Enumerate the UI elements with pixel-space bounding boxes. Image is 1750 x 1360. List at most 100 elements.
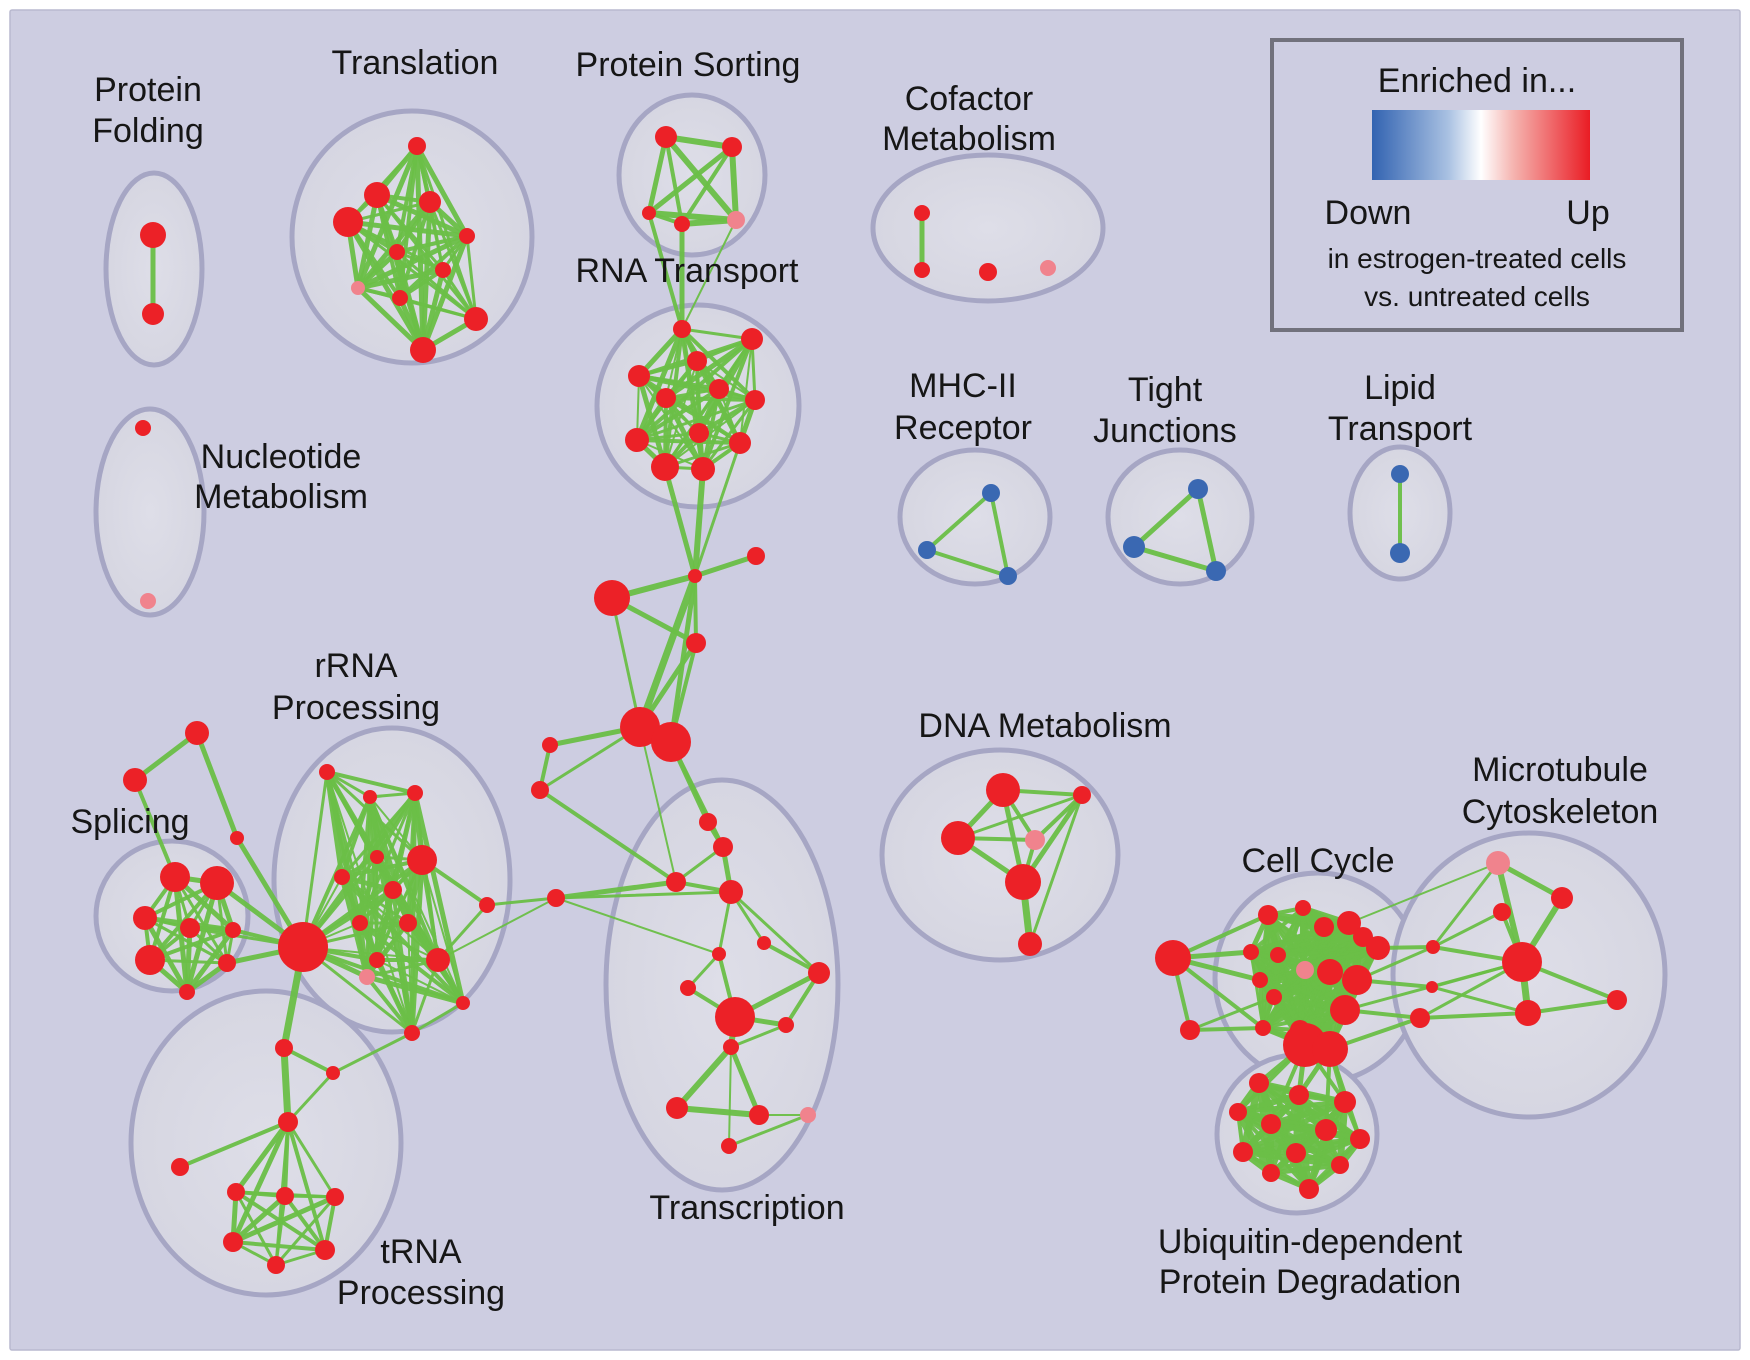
gene-set-node-rt [687,351,707,371]
gene-set-node-rt [709,379,729,399]
edge-tn [230,1193,288,1245]
edge-tn [231,1240,327,1252]
edge-mhc [925,491,993,552]
gene-set-node-ub [1261,1114,1281,1134]
cluster-label-spl: Splicing [70,803,189,841]
gene-set-node-spl [225,922,241,938]
gene-set-node-ub [1233,1142,1253,1162]
edge-trans [395,234,469,254]
legend-down-label: Down [1325,194,1412,232]
cluster-label-dna: DNA Metabolism [918,707,1171,745]
edge-mt [1430,985,1530,1015]
gene-set-node-tr [749,1105,769,1125]
edge-tr [553,879,679,901]
gene-set-node-mt [1410,1008,1430,1028]
edge-tj [1131,544,1219,574]
edge-tr [674,1044,734,1111]
cluster-label-rr: Processing [272,689,440,727]
gene-set-node-mt [1426,981,1438,993]
gene-set-node-ch [594,580,630,616]
edge-link [1188,995,1276,1032]
cluster-ellipse-tj [1105,447,1255,587]
gene-set-node-br [479,897,495,913]
gene-set-node-tr [680,980,696,996]
gene-set-node-ub [1229,1103,1247,1121]
gene-set-node-rr [370,850,384,864]
edge-trans [428,200,478,321]
gene-set-node-ub [1315,1119,1337,1141]
edge-tri [194,730,240,841]
edge-trans [345,219,470,239]
gene-set-node-cc [1337,911,1361,935]
gene-set-node-rt [689,423,709,443]
edge-tn [286,1120,327,1252]
edge-tri [132,730,200,783]
gene-set-node-rt [729,432,751,454]
gene-set-node-mt [1493,903,1511,921]
gene-set-node-ub [1334,1091,1356,1113]
edge-ch [636,572,699,731]
cluster-label-mhc: Receptor [894,409,1032,447]
gene-set-node-fold [142,303,164,325]
edge-tr [674,1105,762,1118]
edge-rr [359,922,439,961]
edge-link [331,1031,414,1075]
edge-tn [274,1195,337,1267]
gene-set-node-tr [547,889,565,907]
gene-set-node-mt [1486,851,1510,875]
edge-link [639,726,677,883]
edge-trans [420,267,446,353]
edge-rr [410,1001,465,1035]
gene-set-node-spl [135,945,165,975]
edge-tn [233,1119,291,1195]
gene-set-node-cc [1258,905,1278,925]
gene-set-node-mt [1607,990,1627,1010]
edge-trans [398,296,478,321]
gene-set-node-trans [410,337,436,363]
edge-dna [1028,793,1084,946]
legend-title: Enriched in... [1378,62,1576,100]
edge-rt [634,326,685,443]
edge-rt [701,337,754,471]
edge-tr [729,890,821,975]
gene-set-node-tr [778,1017,794,1033]
edge-link [1348,862,1499,924]
cluster-label-mt: Microtubule [1472,751,1648,789]
gene-set-node-mt [1502,942,1542,982]
gene-set-node-tj [1206,561,1226,581]
legend-box [1270,38,1684,332]
gene-set-node-tn [267,1256,285,1274]
edge-tr [729,1023,788,1049]
edge-mt [1431,910,1504,949]
gene-set-node-mhc [982,484,1000,502]
gene-set-node-rr [352,915,368,931]
gene-set-node-trans [435,262,451,278]
gene-set-node-mhc [918,541,936,559]
edge-mt [1495,860,1565,901]
edge-tn [283,1194,327,1252]
gene-set-node-cc [1296,961,1314,979]
cluster-label-rt: RNA Transport [576,252,800,290]
cluster-label-cof: Cofactor [905,80,1034,118]
gene-set-node-tr [712,947,726,961]
gene-set-node-trans [333,207,363,237]
gene-set-node-ub [1350,1129,1370,1149]
gene-set-node-ch [747,547,765,565]
edge-link [133,778,177,879]
edge-tn [178,1120,290,1169]
edge-ps [646,134,669,216]
gene-set-node-rt [628,365,650,387]
gene-set-node-mhc [999,567,1017,585]
gene-set-node-trans [464,307,488,331]
gene-set-node-rr [359,969,375,985]
gene-set-node-cof [914,262,930,278]
gene-set-node-tr [699,813,717,831]
edge-rr [420,858,440,962]
edge-rt [635,398,757,442]
gene-set-node-ps [642,206,656,220]
edge-ps [663,134,735,150]
edge-rt [697,398,757,435]
edge-trans [355,285,426,353]
edge-mhc [925,548,1010,578]
